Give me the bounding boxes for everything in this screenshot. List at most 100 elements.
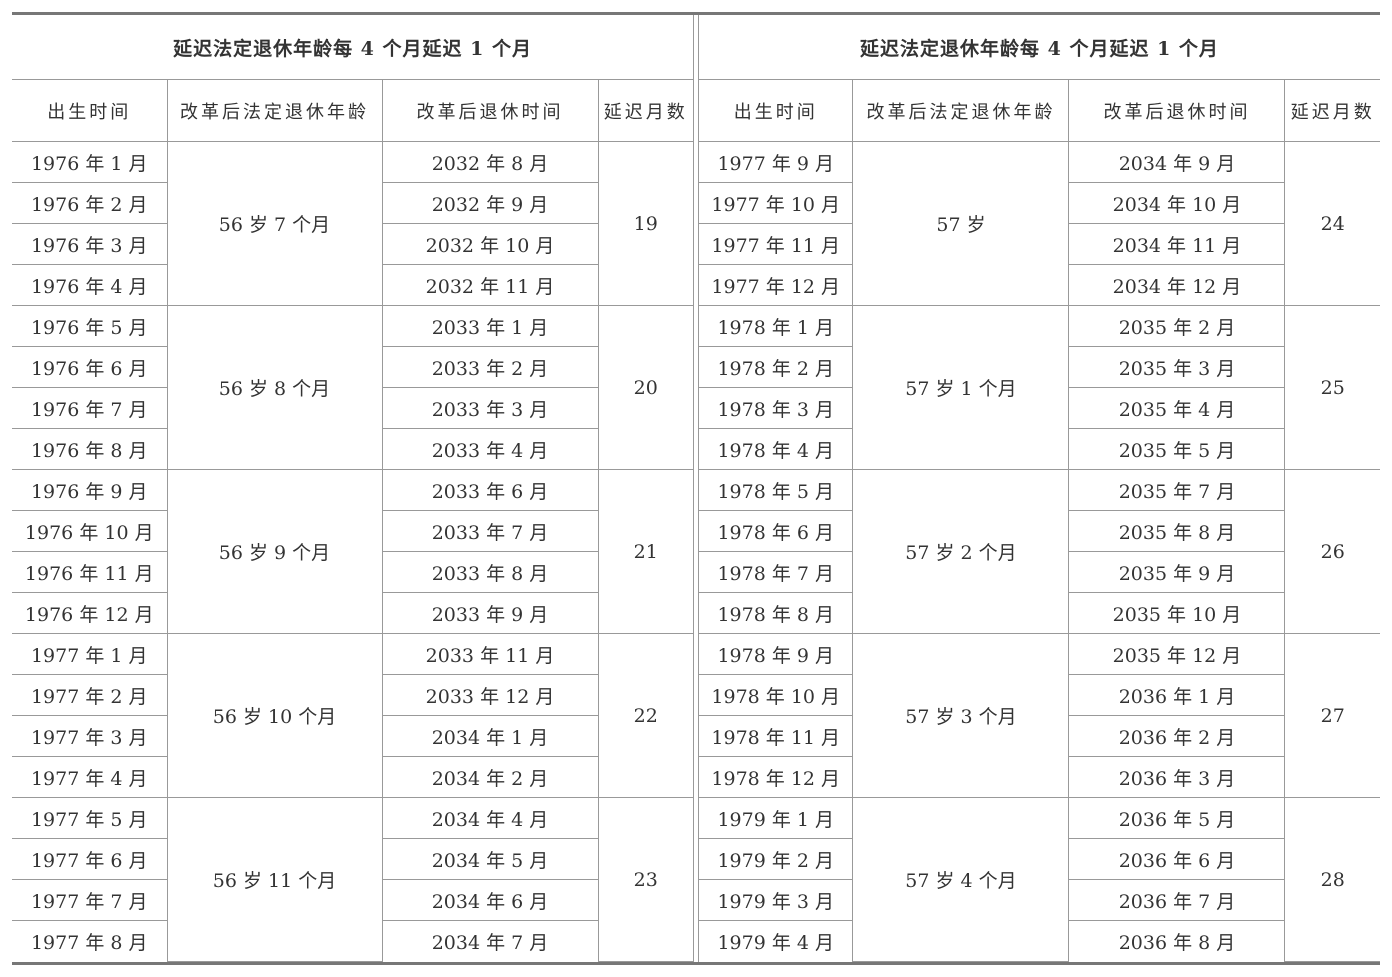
table-row: 1976 年 5 月 56 岁 8 个月 2033 年 1 月 20 [12,305,694,471]
birth-time: 1978 年 1 月 [698,305,854,348]
header-legal-age: 改革后法定退休年龄 [852,79,1070,143]
birth-time: 1978 年 11 月 [698,715,854,758]
header-birth-time: 出生时间 [12,79,168,143]
table-row: 1977 年 9 月 57 岁 2034 年 9 月 24 [698,141,1380,307]
table-separator [693,15,699,962]
header-retire-time: 改革后退休时间 [381,79,599,143]
birth-time: 1977 年 7 月 [12,879,168,922]
table-row: 1979 年 1 月 57 岁 4 个月 2036 年 5 月 28 [698,797,1380,962]
retirement-time: 2035 年 3 月 [1068,346,1285,389]
retirement-time: 2036 年 8 月 [1068,920,1285,962]
birth-time: 1977 年 10 月 [698,182,854,225]
delay-months: 28 [1284,797,1380,962]
header-legal-age: 改革后法定退休年龄 [166,79,383,143]
retirement-time: 2036 年 3 月 [1068,756,1285,799]
header-delay-months: 延迟月数 [597,79,694,143]
delay-months: 19 [597,141,694,307]
retirement-time: 2035 年 2 月 [1068,305,1286,348]
retirement-time: 2036 年 6 月 [1068,838,1285,881]
retirement-table-right: 延迟法定退休年龄每 4 个月延迟 1 个月 出生时间 改革后法定退休年龄 改革后退休时… [698,15,1380,962]
legal-retirement-age: 56 岁 10 个月 [166,633,383,799]
legal-retirement-age: 57 岁 2 个月 [852,469,1070,635]
retirement-time: 2034 年 12 月 [1068,264,1285,307]
birth-time: 1976 年 4 月 [12,264,168,307]
retirement-time: 2036 年 7 月 [1068,879,1285,922]
retirement-time: 2033 年 2 月 [381,346,598,389]
legal-retirement-age: 56 岁 8 个月 [166,305,383,471]
table-row: 1976 年 11 月 2033 年 8 月 [12,551,693,594]
retirement-tables: 延迟法定退休年龄每 4 个月延迟 1 个月 出生时间 改革后法定退休年龄 改革后退休时… [12,12,1380,965]
retirement-time: 2033 年 9 月 [381,592,598,635]
birth-time: 1976 年 11 月 [12,551,168,594]
retirement-time: 2032 年 11 月 [381,264,598,307]
birth-time: 1976 年 2 月 [12,182,168,225]
table-title: 延迟法定退休年龄每 4 个月延迟 1 个月 [698,15,1380,81]
birth-time: 1977 年 12 月 [698,264,854,307]
retirement-time: 2034 年 4 月 [381,797,599,840]
table-row: 1978 年 6 月 2035 年 8 月 [698,510,1380,553]
legal-retirement-age: 57 岁 3 个月 [852,633,1070,799]
birth-time: 1976 年 8 月 [12,428,168,471]
table-row: 1978 年 5 月 57 岁 2 个月 2035 年 7 月 26 [698,469,1380,635]
retirement-time: 2033 年 8 月 [381,551,598,594]
birth-time: 1978 年 7 月 [698,551,854,594]
legal-retirement-age: 57 岁 [852,141,1070,307]
retirement-time: 2034 年 5 月 [381,838,598,881]
retirement-time: 2033 年 12 月 [381,674,598,717]
delay-months: 21 [597,469,694,635]
table-row: 1977 年 7 月 2034 年 6 月 [12,879,693,922]
retirement-time: 2035 年 9 月 [1068,551,1285,594]
retirement-time: 2035 年 7 月 [1068,469,1286,512]
header-retire-time: 改革后退休时间 [1068,79,1286,143]
table-row: 1978 年 12 月 2036 年 3 月 [698,756,1380,799]
birth-time: 1978 年 9 月 [698,633,854,676]
retirement-table-left: 延迟法定退休年龄每 4 个月延迟 1 个月 出生时间 改革后法定退休年龄 改革后退休时… [12,15,694,962]
title-row: 延迟法定退休年龄每 4 个月延迟 1 个月 [12,15,694,81]
retirement-time: 2033 年 4 月 [381,428,598,471]
retirement-time: 2033 年 11 月 [381,633,599,676]
legal-retirement-age: 56 岁 9 个月 [166,469,383,635]
birth-time: 1976 年 12 月 [12,592,168,635]
retirement-time: 2035 年 10 月 [1068,592,1285,635]
birth-time: 1979 年 1 月 [698,797,854,840]
birth-time: 1979 年 2 月 [698,838,854,881]
birth-time: 1977 年 4 月 [12,756,168,799]
table-row: 1976 年 7 月 2033 年 3 月 [12,387,693,430]
table-row: 1978 年 3 月 2035 年 4 月 [698,387,1380,430]
retirement-time: 2035 年 4 月 [1068,387,1285,430]
table-row: 1976 年 6 月 2033 年 2 月 [12,346,693,389]
delay-months: 26 [1284,469,1380,635]
birth-time: 1977 年 6 月 [12,838,168,881]
retirement-time: 2036 年 5 月 [1068,797,1286,840]
retirement-time: 2034 年 6 月 [381,879,598,922]
header-row: 出生时间 改革后法定退休年龄 改革后退休时间 延迟月数 [12,79,694,143]
table-row: 1978 年 9 月 57 岁 3 个月 2035 年 12 月 27 [698,633,1380,799]
table-row: 1978 年 8 月 2035 年 10 月 [698,592,1380,635]
retirement-time: 2034 年 1 月 [381,715,598,758]
birth-time: 1976 年 10 月 [12,510,168,553]
table-row: 1976 年 10 月 2033 年 7 月 [12,510,693,553]
table-row: 1977 年 2 月 2033 年 12 月 [12,674,693,717]
retirement-time: 2035 年 12 月 [1068,633,1286,676]
birth-time: 1978 年 8 月 [698,592,854,635]
header-row: 出生时间 改革后法定退休年龄 改革后退休时间 延迟月数 [698,79,1380,143]
table-row: 1976 年 8 月 2033 年 4 月 [12,428,693,471]
retirement-time: 2033 年 1 月 [381,305,599,348]
table-row: 1977 年 8 月 2034 年 7 月 [12,920,693,962]
retirement-time: 2035 年 8 月 [1068,510,1285,553]
delay-months: 20 [597,305,694,471]
birth-time: 1978 年 10 月 [698,674,854,717]
table-row: 1978 年 11 月 2036 年 2 月 [698,715,1380,758]
table-row: 1976 年 2 月 2032 年 9 月 [12,182,693,225]
retirement-time: 2034 年 2 月 [381,756,598,799]
birth-time: 1978 年 6 月 [698,510,854,553]
birth-time: 1977 年 2 月 [12,674,168,717]
table-row: 1977 年 12 月 2034 年 12 月 [698,264,1380,307]
birth-time: 1977 年 8 月 [12,920,168,962]
retirement-time: 2036 年 1 月 [1068,674,1285,717]
birth-time: 1977 年 1 月 [12,633,168,676]
retirement-time: 2034 年 11 月 [1068,223,1285,266]
retirement-time: 2034 年 7 月 [381,920,598,962]
table-row: 1979 年 4 月 2036 年 8 月 [698,920,1380,962]
birth-time: 1976 年 6 月 [12,346,168,389]
